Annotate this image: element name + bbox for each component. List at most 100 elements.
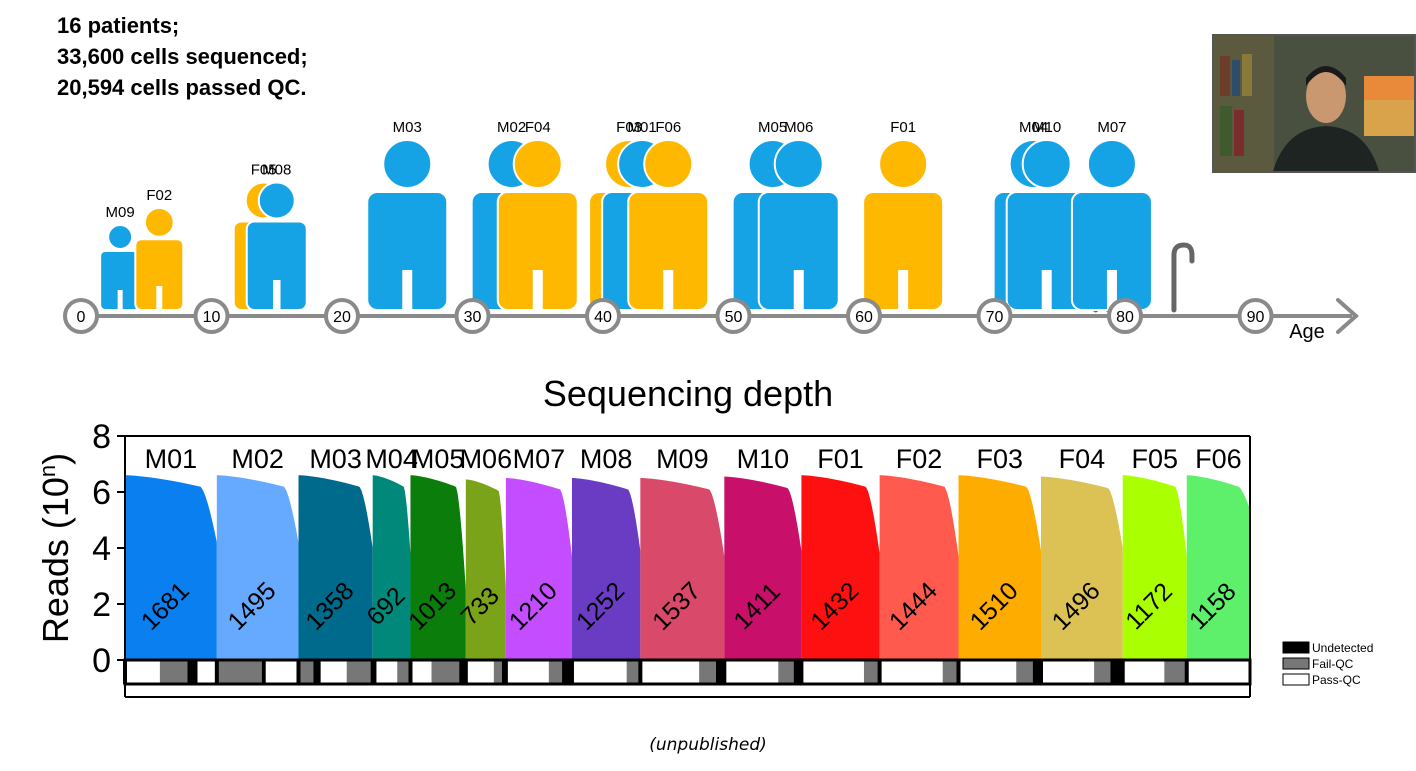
y-axis-label: Reads (10n): [35, 453, 76, 643]
unpublished-note: (unpublished): [649, 735, 767, 755]
category-label-f01: F01: [817, 444, 864, 474]
person-m06: M06: [757, 119, 840, 311]
person-f02: F02: [134, 187, 185, 311]
qc-undetected: [459, 660, 466, 684]
age-tick-circle: [1107, 298, 1143, 334]
qc-pass-qc: [465, 660, 494, 684]
patient-label: F05: [251, 162, 277, 179]
person-head: [107, 224, 134, 250]
qc-fail-qc: [1164, 660, 1187, 684]
category-label-m04: M04: [365, 444, 418, 474]
qc-pass-qc: [640, 660, 700, 684]
qc-undetected: [1032, 660, 1041, 684]
patient-label: F03: [616, 119, 642, 136]
qc-fail-qc: [298, 660, 314, 684]
qc-fail-qc: [1094, 660, 1111, 684]
qc-fail-qc: [159, 660, 188, 684]
category-label-f02: F02: [896, 444, 943, 474]
qc-fail-qc: [431, 660, 460, 684]
person-head: [1021, 139, 1072, 189]
summary-stats: 16 patients; 33,600 cells sequenced; 20,…: [57, 10, 308, 103]
qc-undetected: [501, 660, 506, 684]
patient-label: F01: [890, 119, 916, 136]
y-tick-label: 0: [92, 642, 111, 680]
age-tick-label: 10: [203, 309, 221, 326]
qc-pass-qc: [410, 660, 432, 684]
area-f01: [801, 475, 880, 660]
category-label-m10: M10: [737, 444, 790, 474]
area-m09: [640, 478, 725, 660]
person-head: [257, 181, 296, 220]
chart-frame: [124, 435, 1251, 697]
person-head: [773, 139, 824, 189]
category-label-m09: M09: [656, 444, 709, 474]
person-leg-gap: [402, 270, 413, 310]
area-m06: [465, 479, 506, 660]
read-depth-areas: M011681M021495M031358M04692M051013M06733…: [125, 444, 1250, 660]
presenter-video-thumbnail: [1212, 34, 1416, 173]
qc-undetected: [187, 660, 198, 684]
category-label-f06: F06: [1195, 444, 1242, 474]
area-m02: [216, 475, 299, 660]
person-leg-gap: [793, 270, 804, 310]
patient-label: M06: [784, 119, 813, 136]
person-f01: F01: [862, 119, 945, 311]
walking-cane: [1171, 242, 1195, 313]
qc-fail-qc: [699, 660, 716, 684]
qc-fail-qc: [778, 660, 794, 684]
age-tick-circle: [585, 298, 621, 334]
legend-label-undetected: Undetected: [1312, 641, 1373, 655]
age-axis-arrow: [1336, 298, 1360, 334]
qc-pass-qc: [879, 660, 943, 684]
age-tick-circle: [454, 298, 491, 334]
age-tick-label: 30: [464, 309, 482, 326]
person-m09: M09: [99, 204, 142, 311]
qc-undetected: [1110, 660, 1123, 684]
area-f04: [1040, 476, 1123, 660]
age-tick-circle: [1237, 298, 1274, 334]
qc-fail-qc: [942, 660, 959, 684]
category-label-f03: F03: [976, 444, 1023, 474]
age-tick-label: 40: [594, 309, 612, 326]
legend-swatch-pass-qc: [1282, 673, 1310, 686]
qc-fail-qc: [548, 660, 563, 684]
patient-label: F04: [525, 119, 551, 136]
qc-pass-qc: [801, 660, 864, 684]
category-label-f05: F05: [1131, 444, 1178, 474]
patient-label: M10: [1032, 119, 1061, 136]
area-m05: [410, 475, 466, 660]
patient-label: M09: [106, 204, 135, 221]
age-tick-circle: [324, 298, 360, 334]
person-f06: F06: [627, 119, 710, 311]
qc-pass-qc: [724, 660, 779, 684]
person-leg-gap: [273, 280, 281, 310]
person-leg-gap: [1041, 270, 1052, 310]
stat-patients: 16 patients;: [57, 13, 180, 38]
sequencing-depth-chart: Sequencing depth Reads (10n) M011681M021…: [35, 373, 1373, 698]
qc-pass-qc: [571, 660, 627, 684]
age-tick-circle: [63, 298, 99, 334]
qc-undetected: [715, 660, 725, 684]
person-leg-gap: [117, 290, 123, 310]
patient-label: F06: [655, 119, 681, 136]
webcam-image: [1214, 36, 1414, 171]
qc-fail-qc: [493, 660, 502, 684]
area-m04: [372, 475, 411, 660]
chart-title: Sequencing depth: [543, 373, 833, 414]
age-tick-label: 90: [1247, 309, 1265, 326]
category-label-m06: M06: [460, 444, 513, 474]
y-tick-label: 4: [92, 530, 111, 568]
age-tick-label: 80: [1116, 309, 1134, 326]
age-tick-label: 70: [986, 309, 1004, 326]
patient-label: M05: [758, 119, 787, 136]
stat-cells-sequenced: 33,600 cells sequenced;: [57, 44, 308, 69]
qc-pass-qc: [505, 660, 549, 684]
category-label-m07: M07: [513, 444, 566, 474]
qc-undetected: [261, 660, 266, 684]
legend-label-pass-qc: Pass-QC: [1312, 673, 1361, 687]
area-m10: [724, 476, 802, 660]
person-head: [878, 139, 929, 189]
